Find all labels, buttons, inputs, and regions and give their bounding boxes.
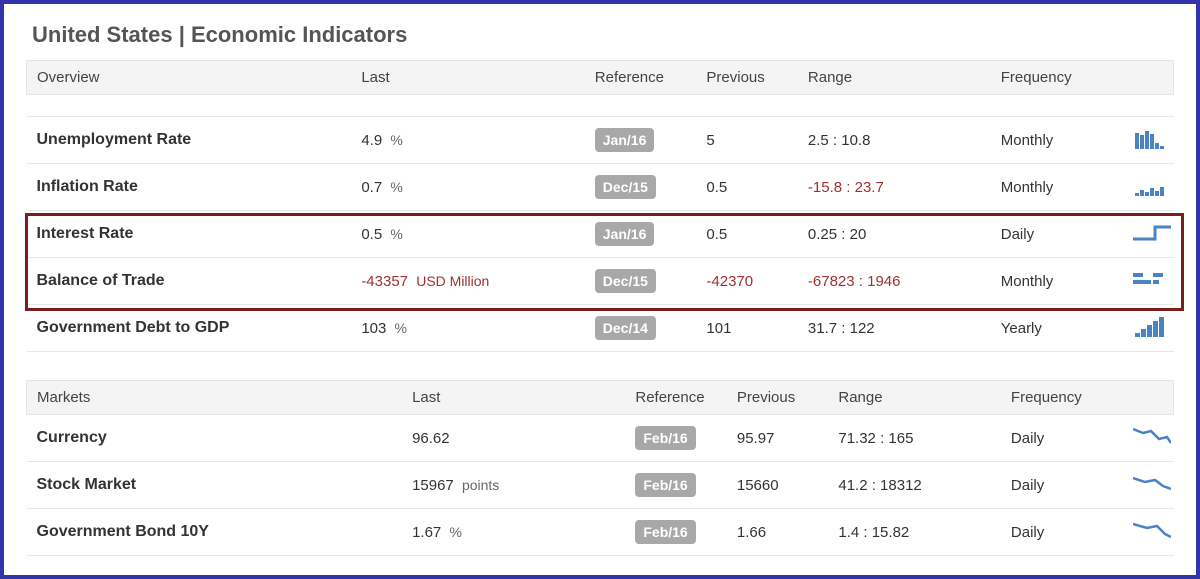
range-value: 1.4 : 15.82 (828, 509, 1001, 556)
table-row[interactable]: Stock Market15967 pointsFeb/161566041.2 … (27, 462, 1174, 509)
range-value: 41.2 : 18312 (828, 462, 1001, 509)
overview-header-row: Overview Last Reference Previous Range F… (27, 61, 1174, 95)
page-title: United States | Economic Indicators (32, 22, 1174, 48)
frequency-value: Monthly (991, 164, 1123, 211)
frequency-value: Monthly (991, 258, 1123, 305)
overview-table: Overview Last Reference Previous Range F… (26, 60, 1174, 352)
previous-value: 0.5 (696, 164, 798, 211)
col-reference[interactable]: Reference (585, 61, 697, 95)
indicator-name[interactable]: Inflation Rate (27, 164, 352, 211)
reference-badge: Feb/16 (625, 415, 727, 462)
last-value: 96.62 (402, 415, 625, 462)
previous-value: -42370 (696, 258, 798, 305)
last-value: 0.7 % (351, 164, 584, 211)
last-value: 15967 points (402, 462, 625, 509)
table-row[interactable]: Inflation Rate0.7 %Dec/150.5-15.8 : 23.7… (27, 164, 1174, 211)
sparkline-icon[interactable] (1123, 258, 1174, 305)
indicator-name[interactable]: Currency (27, 415, 403, 462)
range-value: 2.5 : 10.8 (798, 117, 991, 164)
last-value: 1.67 % (402, 509, 625, 556)
reference-badge: Jan/16 (585, 117, 697, 164)
indicator-name[interactable]: Government Debt to GDP (27, 305, 352, 352)
reference-badge: Jan/16 (585, 211, 697, 258)
col-last[interactable]: Last (351, 61, 584, 95)
sparkline-icon[interactable] (1123, 117, 1174, 164)
reference-badge: Dec/15 (585, 164, 697, 211)
reference-badge: Feb/16 (625, 509, 727, 556)
range-value: 0.25 : 20 (798, 211, 991, 258)
range-value: 71.32 : 165 (828, 415, 1001, 462)
range-value: -67823 : 1946 (798, 258, 991, 305)
col-markets[interactable]: Markets (27, 381, 403, 415)
table-row[interactable]: Unemployment Rate4.9 %Jan/1652.5 : 10.8M… (27, 117, 1174, 164)
col-frequency[interactable]: Frequency (991, 61, 1174, 95)
last-value: 4.9 % (351, 117, 584, 164)
table-row[interactable]: Interest Rate0.5 %Jan/160.50.25 : 20Dail… (27, 211, 1174, 258)
markets-header-row: Markets Last Reference Previous Range Fr… (27, 381, 1174, 415)
sparkline-icon[interactable] (1123, 462, 1174, 509)
sparkline-icon[interactable] (1123, 415, 1174, 462)
previous-value: 101 (696, 305, 798, 352)
col-overview[interactable]: Overview (27, 61, 352, 95)
indicator-name[interactable]: Stock Market (27, 462, 403, 509)
col-previous[interactable]: Previous (696, 61, 798, 95)
table-row[interactable]: Government Debt to GDP103 %Dec/1410131.7… (27, 305, 1174, 352)
frequency-value: Daily (1001, 509, 1123, 556)
previous-value: 95.97 (727, 415, 829, 462)
reference-badge: Dec/15 (585, 258, 697, 305)
frequency-value: Yearly (991, 305, 1123, 352)
col-frequency[interactable]: Frequency (1001, 381, 1174, 415)
frequency-value: Daily (1001, 415, 1123, 462)
col-previous[interactable]: Previous (727, 381, 829, 415)
sparkline-icon[interactable] (1123, 211, 1174, 258)
previous-value: 5 (696, 117, 798, 164)
table-row[interactable]: Currency96.62Feb/1695.9771.32 : 165Daily (27, 415, 1174, 462)
previous-value: 1.66 (727, 509, 829, 556)
indicator-name[interactable]: Interest Rate (27, 211, 352, 258)
last-value: 0.5 % (351, 211, 584, 258)
previous-value: 15660 (727, 462, 829, 509)
last-value: -43357 USD Million (351, 258, 584, 305)
col-reference[interactable]: Reference (625, 381, 727, 415)
table-row[interactable]: Government Bond 10Y1.67 %Feb/161.661.4 :… (27, 509, 1174, 556)
markets-table: Markets Last Reference Previous Range Fr… (26, 380, 1174, 556)
frequency-value: Monthly (991, 117, 1123, 164)
range-value: 31.7 : 122 (798, 305, 991, 352)
table-row[interactable]: Balance of Trade-43357 USD MillionDec/15… (27, 258, 1174, 305)
range-value: -15.8 : 23.7 (798, 164, 991, 211)
sparkline-icon[interactable] (1123, 164, 1174, 211)
reference-badge: Feb/16 (625, 462, 727, 509)
col-last[interactable]: Last (402, 381, 625, 415)
reference-badge: Dec/14 (585, 305, 697, 352)
col-range[interactable]: Range (828, 381, 1001, 415)
indicator-name[interactable]: Government Bond 10Y (27, 509, 403, 556)
page-frame: United States | Economic Indicators Over… (0, 0, 1200, 579)
sparkline-icon[interactable] (1123, 509, 1174, 556)
indicator-name[interactable]: Balance of Trade (27, 258, 352, 305)
previous-value: 0.5 (696, 211, 798, 258)
sparkline-icon[interactable] (1123, 305, 1174, 352)
frequency-value: Daily (1001, 462, 1123, 509)
last-value: 103 % (351, 305, 584, 352)
frequency-value: Daily (991, 211, 1123, 258)
col-range[interactable]: Range (798, 61, 991, 95)
indicator-name[interactable]: Unemployment Rate (27, 117, 352, 164)
